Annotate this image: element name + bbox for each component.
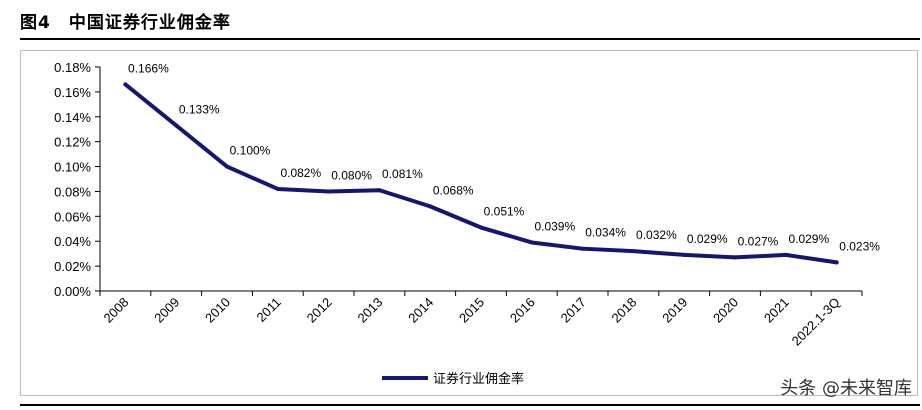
x-tick-label: 2013 [354,295,385,326]
data-point [529,240,534,245]
data-label: 0.166% [128,61,169,75]
y-tick-label: 0.02% [54,259,91,274]
x-tick-label: 2008 [100,295,131,326]
data-label: 0.068% [433,183,474,197]
data-point [580,246,585,251]
x-tick-label: 2022.1-3Q [789,295,843,349]
y-tick-label: 0.16% [54,85,91,100]
data-label: 0.034% [585,226,626,240]
x-tick-label: 2014 [405,295,436,326]
watermark: 头条 @未来智库 [780,378,912,399]
bottom-rule [20,404,920,406]
x-tick-label: 2018 [608,295,639,326]
data-point [834,260,839,265]
y-tick-label: 0.12% [54,135,91,150]
data-point [733,255,737,260]
data-label: 0.032% [636,228,677,242]
data-label: 0.029% [788,232,829,246]
data-label: 0.080% [331,168,372,182]
data-point [326,189,331,194]
data-label: 0.100% [230,144,271,158]
x-tick-label: 2015 [456,295,487,326]
x-tick-label: 2010 [202,295,233,326]
data-label: 0.027% [738,234,779,248]
legend-label: 证券行业佣金率 [433,371,524,387]
data-point [428,204,433,209]
y-tick-label: 0.00% [54,284,91,299]
figure-title: 图4 中国证券行业佣金率 [20,13,231,33]
x-tick-label: 2021 [761,295,792,326]
data-label: 0.039% [534,219,575,233]
x-tick-label: 2012 [304,295,335,326]
title-rule [20,38,920,40]
data-label: 0.133% [179,102,220,116]
data-label: 0.081% [382,167,423,181]
y-tick-label: 0.18% [54,60,91,75]
y-tick-label: 0.10% [54,160,91,175]
data-label: 0.051% [484,205,525,219]
y-tick-label: 0.04% [54,234,91,249]
y-tick-label: 0.06% [54,209,91,224]
data-label: 0.082% [280,166,321,180]
data-label: 0.029% [687,232,728,246]
data-point [225,164,229,169]
data-point [783,252,788,257]
x-tick-label: 2009 [151,295,182,326]
data-point [275,186,280,191]
data-point [174,123,179,128]
x-tick-label: 2017 [558,295,589,326]
data-point [123,82,128,87]
x-tick-label: 2011 [254,295,284,325]
data-point [631,249,636,254]
data-point [479,225,483,230]
data-point [682,252,687,257]
series-line [123,82,839,265]
y-tick-label: 0.08% [54,184,91,199]
x-tick-label: 2019 [659,295,690,326]
x-tick-label: 2020 [710,295,741,326]
data-label: 0.023% [839,239,880,253]
chart-frame [20,50,918,396]
x-tick-label: 2016 [507,295,538,326]
y-tick-label: 0.14% [54,110,91,125]
data-point [377,188,382,193]
